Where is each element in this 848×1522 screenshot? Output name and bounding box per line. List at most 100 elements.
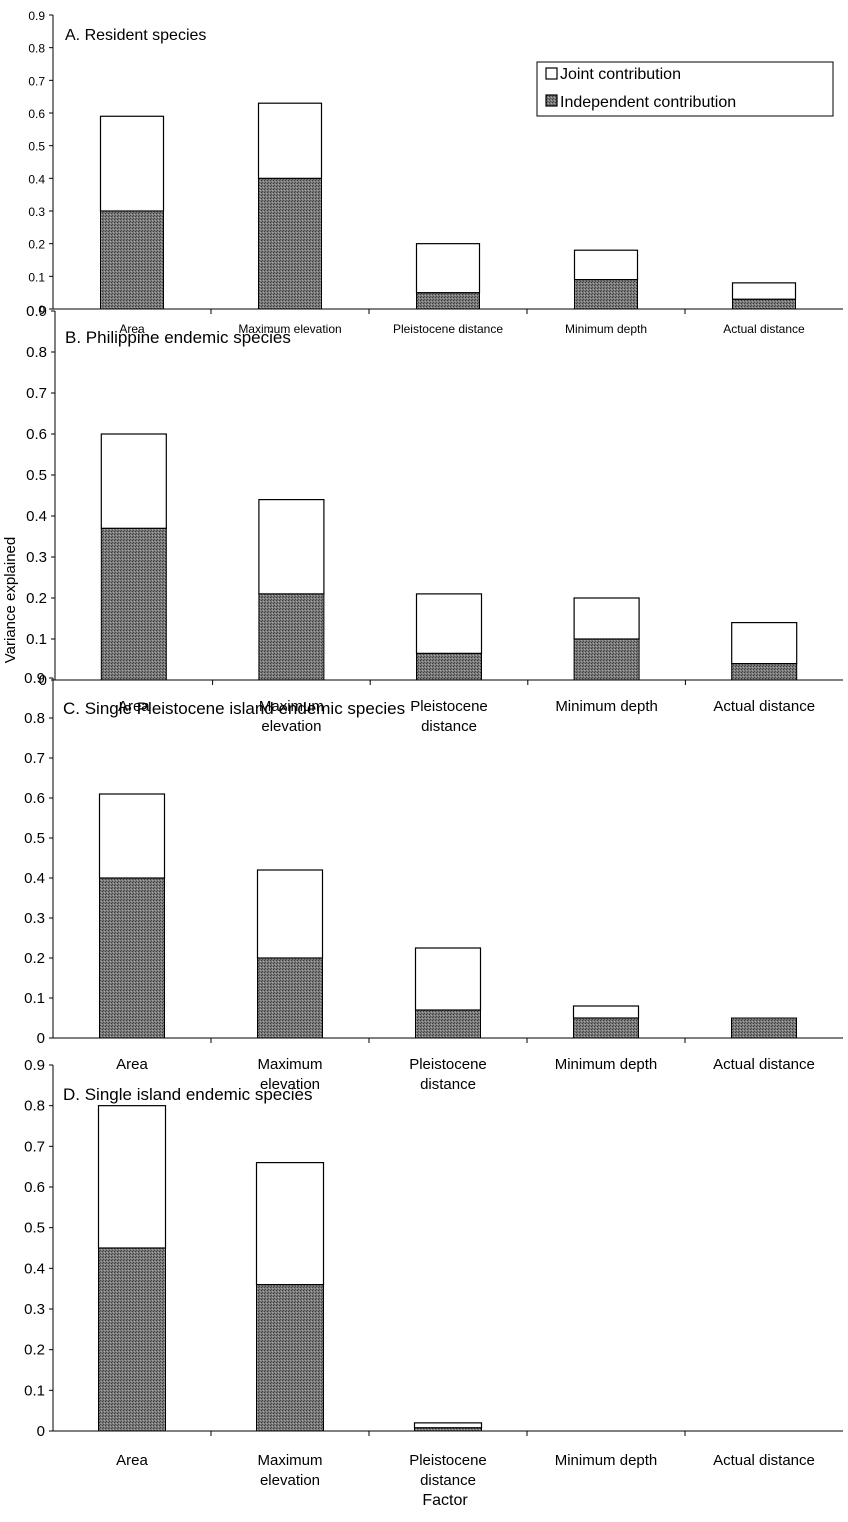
bar-independent [415, 1009, 481, 1039]
category-label: distance [421, 718, 477, 735]
y-tick-label: 0.2 [28, 238, 45, 252]
bar-joint [97, 1105, 167, 1249]
bar-independent [416, 292, 480, 310]
y-tick-label: 0.7 [28, 74, 45, 88]
panel-title: B. Philippine endemic species [65, 328, 291, 347]
panel-title: D. Single island endemic species [63, 1085, 312, 1104]
y-tick-label: 0.8 [26, 344, 47, 361]
category-label: elevation [260, 1472, 320, 1489]
bar-joint [415, 593, 483, 654]
legend-label-joint: Joint contribution [560, 66, 681, 83]
y-tick-label: 0 [37, 1030, 45, 1047]
category-label: distance [420, 1076, 476, 1093]
bar-joint [258, 499, 325, 595]
legend: Joint contribution Independent contribut… [536, 61, 834, 117]
category-label: Area [118, 698, 150, 715]
bar-independent [574, 279, 638, 310]
bar-independent [416, 652, 482, 681]
bar-independent [573, 638, 640, 681]
category-label: Maximum [257, 1056, 322, 1073]
y-tick-label: 0.7 [24, 1138, 45, 1155]
y-tick-label: 0.1 [26, 631, 47, 648]
category-label: Minimum depth [555, 1056, 658, 1073]
category-label: Area [119, 322, 145, 336]
y-tick-label: 0.4 [28, 172, 45, 186]
bar-joint [99, 115, 165, 212]
y-tick-label: 0.4 [24, 870, 45, 887]
category-label: distance [420, 1472, 476, 1489]
bar-joint [414, 947, 482, 1011]
y-axis-title: Variance explained [2, 537, 19, 663]
category-label: Actual distance [713, 1452, 815, 1469]
bar-joint [573, 249, 639, 281]
category-label: Actual distance [713, 698, 815, 715]
y-tick-label: 0.1 [24, 990, 45, 1007]
bar-independent [100, 527, 167, 681]
y-tick-label: 0.3 [24, 910, 45, 927]
bar-joint [573, 597, 640, 640]
y-tick-label: 0.5 [24, 830, 45, 847]
bar-joint [255, 1161, 325, 1286]
category-label: Maximum elevation [238, 322, 341, 336]
category-label: Minimum depth [565, 322, 647, 336]
y-tick-label: 0.6 [28, 107, 45, 121]
y-tick-label: 0.4 [26, 508, 47, 525]
bar-joint [413, 1422, 483, 1429]
bar-independent [258, 593, 325, 681]
category-label: elevation [260, 1076, 320, 1093]
y-tick-label: 0.5 [26, 467, 47, 484]
y-tick-label: 0.9 [26, 303, 47, 320]
y-tick-label: 0 [38, 303, 45, 317]
legend-swatch-independent [545, 94, 558, 107]
y-tick-label: 0.7 [24, 750, 45, 767]
panel-title: A. Resident species [65, 27, 206, 44]
bar-joint [100, 433, 167, 529]
y-tick-label: 0.1 [24, 1382, 45, 1399]
y-tick-label: 0.9 [24, 670, 45, 687]
category-label: Maximum [259, 698, 324, 715]
chart-panel-a: 0 0.1 0.2 0.3 0.4 0.5 0.6 0.7 0.8 0.9 Area Maximum … [28, 9, 843, 336]
chart-panel-d: 0 0.1 0.2 0.3 0.4 0.5 0.6 0.7 0.8 0.9 Area Maximum e… [24, 1057, 843, 1489]
y-tick-label: 0.1 [28, 270, 45, 284]
y-tick-label: 0.5 [24, 1220, 45, 1237]
legend-swatch-joint [545, 67, 558, 80]
legend-label-independent: Independent contribution [560, 94, 736, 111]
y-tick-label: 0.8 [24, 710, 45, 727]
y-tick-label: 0.5 [28, 140, 45, 154]
bar-joint [257, 102, 323, 179]
x-axis-title: Factor [422, 1492, 468, 1509]
y-tick-label: 0.9 [28, 9, 45, 23]
bar-independent [98, 1247, 166, 1432]
category-label: Maximum [257, 1452, 322, 1469]
y-tick-label: 0.8 [24, 1098, 45, 1115]
category-label: Area [116, 1056, 148, 1073]
bar-joint [731, 282, 797, 300]
category-label: Minimum depth [555, 698, 658, 715]
category-label: elevation [261, 718, 321, 735]
y-tick-label: 0.3 [28, 205, 45, 219]
bar-independent [731, 663, 798, 681]
y-tick-label: 0.3 [24, 1301, 45, 1318]
y-tick-label: 0.2 [26, 590, 47, 607]
bar-independent [731, 1017, 797, 1039]
panel-title: C. Single Pleistocene island endemic spe… [63, 699, 405, 718]
category-label: Pleistocene [409, 1056, 487, 1073]
category-label: Pleistocene [409, 1452, 487, 1469]
chart-panel-c: 0 0.1 0.2 0.3 0.4 0.5 0.6 0.7 0.8 0.9 Area Maximum e… [24, 670, 843, 1093]
bar-joint [256, 869, 324, 959]
bar-joint [572, 1005, 640, 1019]
y-tick-label: 0 [39, 672, 47, 689]
legend-box [536, 61, 834, 117]
y-tick-label: 0.7 [26, 385, 47, 402]
category-label: Pleistocene distance [393, 322, 503, 336]
category-label: Minimum depth [555, 1452, 658, 1469]
category-label: Area [116, 1452, 148, 1469]
bar-independent [258, 177, 322, 310]
y-tick-label: 0.6 [24, 1179, 45, 1196]
y-tick-label: 0.9 [24, 1057, 45, 1074]
bar-independent [100, 210, 164, 310]
category-label: Actual distance [713, 1056, 815, 1073]
bar-joint [415, 243, 481, 294]
bar-independent [256, 1284, 324, 1432]
